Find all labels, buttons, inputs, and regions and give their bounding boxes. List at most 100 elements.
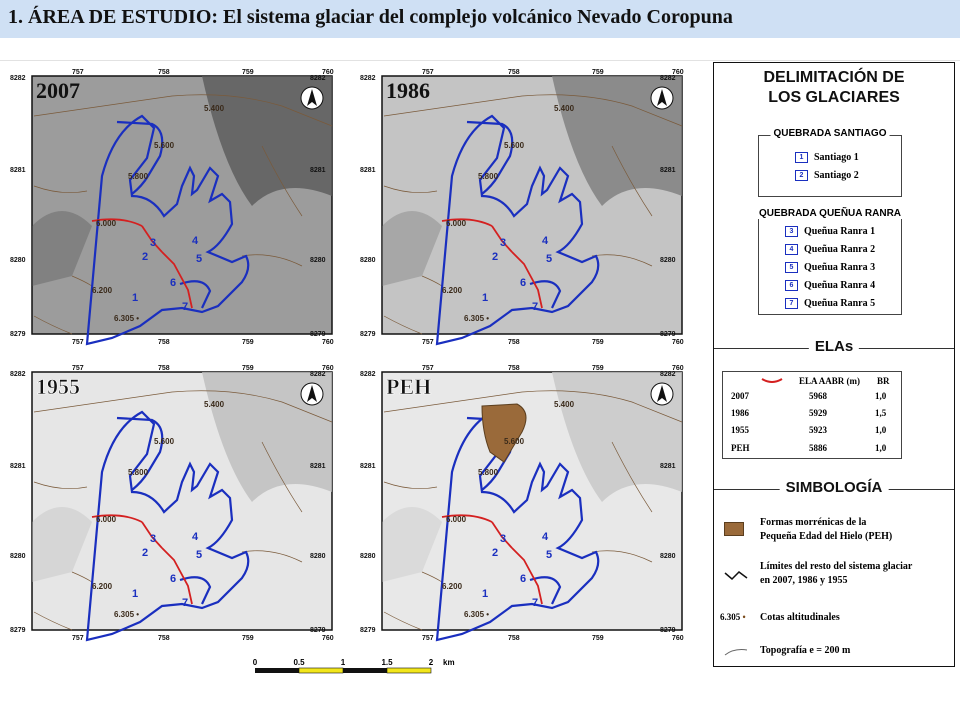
contour-label: 5.400 (204, 400, 225, 409)
divider (0, 60, 960, 61)
x-tick-top: 757 (72, 365, 84, 372)
glacier-number: 6 (170, 277, 176, 289)
legend-item-santiago-2: 2 Santiago 2 (795, 170, 859, 182)
y-tick-top-right: 8282 (660, 371, 676, 378)
group-santiago: QUEBRADA SANTIAGO 1 Santiago 1 2 Santiago … (758, 128, 902, 197)
sym-cotas-sample: 6.305 • (720, 612, 746, 622)
y-tick-left: 8280 (360, 553, 376, 560)
ela-row-2007-year: 2007 (731, 391, 749, 401)
map-panel-peh: 757 757 758 758 759 759 760 760 8282 8282 8281 8281… (360, 362, 690, 647)
y-tick-top-left: 8282 (360, 75, 376, 82)
y-tick-right: 8281 (310, 167, 326, 174)
x-tick-bottom: 758 (508, 339, 520, 346)
contour-line (383, 94, 683, 127)
contour-line (241, 254, 303, 267)
y-tick-bottom-left: 8279 (360, 627, 376, 634)
glacier-number: 1 (132, 588, 138, 600)
shadow-terrain (382, 211, 442, 286)
y-tick-left: 8281 (10, 463, 26, 470)
contour-label: 6.200 (92, 286, 113, 295)
moraine-area (481, 403, 527, 463)
x-tick-top: 760 (322, 69, 334, 76)
contour-label: 5.800 (128, 172, 149, 181)
scale-tick-1: 0.5 (293, 658, 305, 667)
ela-line (141, 521, 163, 549)
group-santiago-title: QUEBRADA SANTIAGO (770, 128, 890, 139)
topo-line-sample (724, 649, 748, 656)
ela-line (91, 514, 143, 523)
ela-header-br: BR (877, 376, 890, 386)
ela-line (511, 547, 543, 605)
x-tick-bottom: 759 (242, 339, 254, 346)
ela-row-peh-year: PEH (731, 443, 750, 453)
y-tick-bottom-right: 8279 (310, 331, 326, 338)
y-tick-left: 8281 (360, 463, 376, 470)
y-tick-right: 8281 (660, 463, 676, 470)
y-tick-top-left: 8282 (360, 371, 376, 378)
contour-label: 5.400 (554, 104, 575, 113)
ela-line (491, 521, 513, 549)
glacier-number: 3 (500, 533, 506, 545)
ela-row-2007-br: 1,0 (875, 391, 887, 401)
map-panel-1986: 757 757 758 758 759 759 760 760 8282 8282 8281 8281… (360, 66, 690, 351)
ela-line (511, 251, 543, 309)
glacier-number: 2 (492, 251, 498, 263)
spot-height-label: 6.305 • (464, 610, 489, 619)
x-tick-top: 759 (242, 69, 254, 76)
contour-label: 6.000 (96, 219, 117, 228)
ela-row-peh-br: 1,0 (875, 443, 887, 453)
north-arrow-icon (657, 385, 667, 402)
group-quenua-title: QUEBRADA QUEÑUA RANRA (755, 208, 905, 219)
sym-limits-2: en 2007, 1986 y 1955 (760, 575, 848, 586)
y-tick-left: 8281 (360, 167, 376, 174)
x-tick-top: 758 (508, 69, 520, 76)
x-tick-top: 760 (672, 365, 684, 372)
sym-moraine-1: Formas morrénicas de la (760, 517, 867, 528)
x-tick-bottom: 758 (158, 635, 170, 642)
x-tick-bottom: 758 (158, 339, 170, 346)
ela-row-1955-ela: 5923 (809, 425, 827, 435)
ela-row-2007-ela: 5968 (809, 391, 827, 401)
x-tick-bottom: 760 (322, 339, 334, 346)
y-tick-left: 8280 (10, 257, 26, 264)
ela-row-1986-ela: 5929 (809, 408, 827, 418)
sym-moraine-2: Pequeña Edad del Hielo (PEH) (760, 531, 893, 542)
y-tick-bottom-right: 8279 (660, 331, 676, 338)
glacier-number: 4 (192, 235, 199, 247)
contour-label: 6.000 (96, 515, 117, 524)
glacier-number: 4 (542, 531, 549, 543)
legend-item-santiago-1: 1 Santiago 1 (795, 152, 859, 164)
y-tick-right: 8281 (660, 167, 676, 174)
shadow-terrain (32, 211, 92, 286)
glacier-number: 7 (532, 597, 538, 609)
glacier-number: 1 (132, 292, 138, 304)
glacier-number: 1 (482, 292, 488, 304)
contour-label: 5.600 (504, 437, 525, 446)
glacier-outline (116, 416, 164, 491)
x-tick-bottom: 757 (72, 635, 84, 642)
scale-bar: 0 0.5 1 1.5 2 km (248, 656, 458, 682)
contour-line (33, 481, 88, 489)
scale-tick-4: 2 (429, 658, 434, 667)
y-tick-top-right: 8282 (310, 371, 326, 378)
contour-label: 6.200 (92, 582, 113, 591)
y-tick-right: 8280 (660, 257, 676, 264)
page-title: 1. ÁREA DE ESTUDIO: El sistema glaciar d… (8, 6, 733, 28)
glacier-number: 5 (196, 549, 202, 561)
glacier-number: 3 (150, 237, 156, 249)
contour-line (591, 550, 653, 563)
map-panel-2007: 757 757 758 758 759 759 760 760 8282 8282 8281 8281… (10, 66, 340, 351)
glacier-outline (85, 410, 250, 642)
glacier-number: 4 (542, 235, 549, 247)
contour-line (71, 275, 93, 287)
glacier-number: 6 (170, 573, 176, 585)
ela-line (491, 225, 513, 253)
simbologia-title: SIMBOLOGÍA (779, 479, 889, 496)
north-arrow-icon (657, 89, 667, 106)
x-tick-bottom: 760 (672, 635, 684, 642)
contour-label: 5.600 (154, 437, 175, 446)
moraine-swatch (724, 522, 744, 536)
ela-line (161, 251, 193, 309)
